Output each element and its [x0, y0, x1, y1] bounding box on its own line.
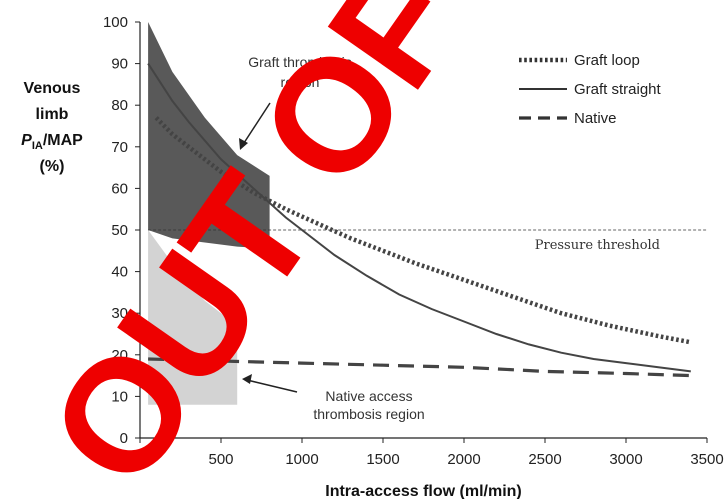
graft-region-arrow — [241, 102, 271, 147]
legend: Graft loop Graft straight Native — [519, 52, 662, 127]
y-axis-title-line2: limb — [35, 106, 69, 123]
native-region-label-line1: Native access — [325, 388, 412, 404]
x-tick-label: 500 — [208, 451, 233, 468]
out-of-watermark: OUT OF — [14, 0, 494, 499]
y-tick-label: 30 — [111, 305, 128, 322]
graft-region-arrowhead — [239, 138, 248, 150]
graft-region-label-line2: region — [281, 74, 320, 90]
y-tick-label: 100 — [103, 14, 128, 31]
threshold-label: Pressure threshold — [535, 238, 660, 253]
y-axis-title-line3: PIA/MAP — [0, 132, 104, 152]
thrombosis-region-1 — [148, 230, 238, 405]
y-tick-label: 70 — [111, 139, 128, 156]
series-line-graft-loop — [154, 116, 692, 345]
y-axis-title-p: P — [21, 132, 32, 149]
x-tick-label: 2500 — [528, 451, 561, 468]
y-tick-label: 10 — [111, 388, 128, 405]
x-tick-label: 1000 — [285, 451, 318, 468]
legend-label-graft-straight: Graft straight — [574, 81, 662, 98]
y-axis-title-rest: /MAP — [42, 132, 83, 149]
watermark-text: OUT OF — [14, 0, 494, 499]
x-tick-label: 3500 — [690, 451, 723, 468]
y-tick-label: 50 — [111, 222, 128, 239]
thrombosis-region-0 — [148, 22, 270, 249]
threshold-layer: Pressure threshold — [148, 229, 707, 253]
y-tick-label: 90 — [111, 56, 128, 73]
legend-label-native: Native — [574, 110, 617, 127]
x-tick-label: 1500 — [366, 451, 399, 468]
y-tick-label: 0 — [120, 430, 128, 447]
y-axis-title-line4: (%) — [39, 158, 65, 175]
y-axis-title-line1: Venous — [23, 80, 81, 97]
annotations-layer: Graft thrombosis region Native access throm… — [239, 54, 425, 422]
y-tick-label: 60 — [111, 180, 128, 197]
y-tick-label: 20 — [111, 347, 128, 364]
legend-label-graft-loop: Graft loop — [574, 52, 640, 69]
native-region-arrow — [246, 379, 298, 393]
native-region-label-line2: thrombosis region — [313, 406, 424, 422]
series-layer — [147, 63, 692, 378]
y-tick-label: 80 — [111, 97, 128, 114]
watermark-layer: OUT OF — [14, 0, 494, 499]
series-line-graft-straight — [147, 63, 691, 373]
x-axis-title: Intra-access flow (ml/min) — [325, 483, 522, 499]
y-axis-title-subscript: IA — [31, 140, 43, 153]
series-line-native — [148, 357, 691, 378]
regions-layer — [148, 22, 270, 405]
graft-region-label-line1: Graft thrombosis — [248, 54, 351, 70]
x-tick-label: 2000 — [447, 451, 480, 468]
x-tick-label: 3000 — [609, 451, 642, 468]
native-region-arrowhead — [242, 374, 252, 384]
y-tick-label: 40 — [111, 264, 128, 281]
x-tick-label: 0 — [136, 451, 144, 468]
